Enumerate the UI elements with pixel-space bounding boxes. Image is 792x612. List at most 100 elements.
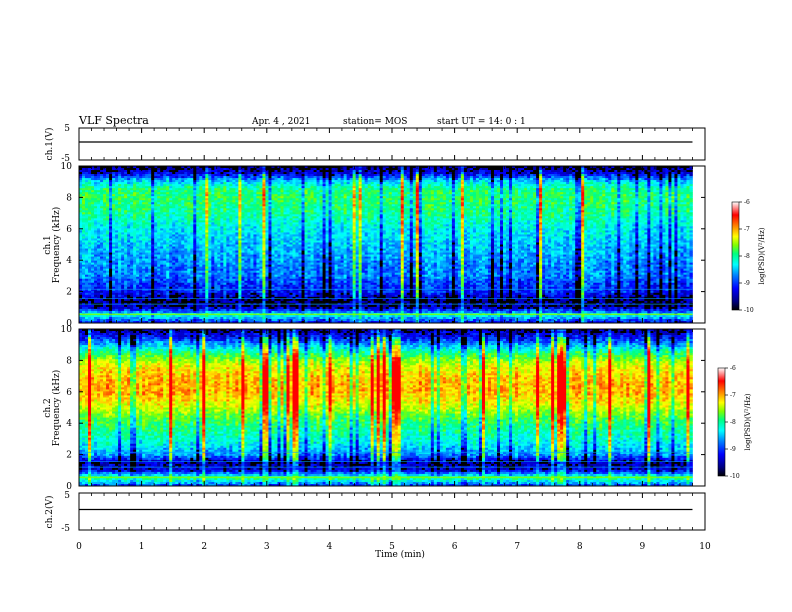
ch1-spectrogram-cell [106,252,110,255]
ch1-spectrogram-cell [184,306,188,310]
ch1-spectrogram-cell [181,316,185,320]
ch1-spectrogram-cell [265,258,269,261]
ch1-spectrogram-cell [88,244,92,247]
ch1-spectrogram-cell [238,206,242,209]
ch1-spectrogram-cell [88,250,92,253]
ch1-spectrogram-cell [244,290,248,294]
ch1-spectrogram-cell [82,300,86,304]
ch1-spectrogram-cell [205,184,209,187]
ch1-spectrogram-cell [238,294,242,298]
ch1-spectrogram-cell [79,298,83,302]
ch1-spectrogram-cell [112,166,116,169]
ch1-spectrogram-cell [160,298,164,302]
ch1-spectrogram-cell [235,166,239,169]
ch1-spectrogram-cell [211,274,215,278]
ch1-spectrogram-cell [262,280,266,284]
ch1-spectrogram-cell [175,194,179,197]
ch1-spectrogram-cell [148,306,152,310]
ch1-spectrogram-cell [223,194,227,197]
ch1-spectrogram-cell [139,174,143,177]
ch1-spectrogram-cell [196,298,200,302]
ch1-spectrogram-cell [169,244,173,247]
ch1-spectrogram-cell [82,224,86,227]
ch1-spectrogram-cell [154,274,158,278]
ch1-spectrogram-cell [202,194,206,197]
ch1-spectrogram-cell [241,306,245,310]
ch1-spectrogram-cell [163,316,167,320]
ch1-spectrogram-cell [130,226,134,229]
ch1-spectrogram-cell [238,178,242,181]
ch1-spectrogram-cell [91,166,95,169]
ch1-spectrogram-cell [91,252,95,255]
ch1-spectrogram-cell [178,170,182,173]
ch1-spectrogram-cell [115,208,119,211]
ch1-spectrogram-cell [127,186,131,189]
ch1-spectrogram-cell [199,212,203,215]
ch1-spectrogram-cell [133,174,137,177]
ch1-spectrogram-cell [217,310,221,314]
ch1-spectrogram-cell [124,254,128,257]
ch1-spectrogram-cell [94,210,98,213]
ch1-spectrogram-cell [244,168,248,171]
ch1-spectrogram-cell [127,172,131,175]
ch1-spectrogram-cell [115,226,119,229]
ch1-spectrogram-cell [196,244,200,247]
ch1-spectrogram-cell [106,300,110,304]
ch1-spectrogram-cell [139,258,143,261]
ch1-spectrogram-cell [142,178,146,181]
ch1-spectrogram-cell [211,214,215,217]
ch1-spectrogram-cell [262,192,266,195]
ch1-spectrogram-cell [214,282,218,286]
ch1-spectrogram-cell [193,314,197,318]
ch1-spectrogram-cell [160,270,164,274]
ch1-spectrogram-cell [169,306,173,310]
ch1-spectrogram-cell [88,320,92,324]
ch1-spectrogram-cell [253,276,257,280]
ch1-spectrogram-cell [142,286,146,290]
ch1-spectrogram-cell [259,274,263,278]
ch1-spectrogram-cell [103,192,107,195]
ch1-spectrogram-cell [184,254,188,257]
ch1-spectrogram-cell [178,180,182,183]
ch1-spectrogram-cell [139,286,143,290]
ch1-spectrogram-cell [247,210,251,213]
ch1-spectrogram-cell [190,276,194,280]
ch1-spectrogram-cell [151,176,155,179]
ch1-spectrogram-cell [100,174,104,177]
ch1-spectrogram-cell [169,240,173,243]
ch1-spectrogram-cell [196,172,200,175]
ch1-spectrogram-cell [217,318,221,322]
ch1-spectrogram-cell [103,218,107,221]
ch1-spectrogram-cell [229,270,233,274]
ch1-spectrogram-cell [109,306,113,310]
ch1-spectrogram-cell [214,178,218,181]
ch1-spectrogram-cell [223,210,227,213]
ch1-spectrogram-cell [223,244,227,247]
ch1-spectrogram-cell [154,196,158,199]
ch1-spectrogram-cell [247,174,251,177]
ch1-spectrogram-cell [229,194,233,197]
ch1-spectrogram-cell [202,252,206,255]
ch1-spectrogram-cell [169,180,173,183]
ch1-spectrogram-cell [157,202,161,205]
ch1-spectrogram-cell [82,252,86,255]
ch1-spectrogram-cell [196,310,200,314]
ch1-spectrogram-cell [208,220,212,223]
ch1-spectrogram-cell [184,270,188,274]
ch1-spectrogram-cell [115,290,119,294]
ch1-spectrogram-cell [199,318,203,322]
ch1-spectrogram-cell [109,218,113,221]
ch1-spectrogram-cell [256,180,260,183]
ch1-spectrogram-cell [148,276,152,280]
ch1-spectrogram-cell [100,224,104,227]
ch1-spectrogram-cell [142,318,146,322]
ch1-spectrogram-cell [133,234,137,237]
ch1-spectrogram-cell [133,186,137,189]
ch1-spectrogram-cell [163,314,167,318]
ch1-spectrogram-cell [202,286,206,290]
ch1-spectrogram-cell [103,274,107,278]
ch1-spectrogram-cell [178,264,182,267]
ch1-spectrogram-cell [97,210,101,213]
ch1-spectrogram-cell [145,204,149,207]
ch1-spectrogram-cell [160,264,164,267]
